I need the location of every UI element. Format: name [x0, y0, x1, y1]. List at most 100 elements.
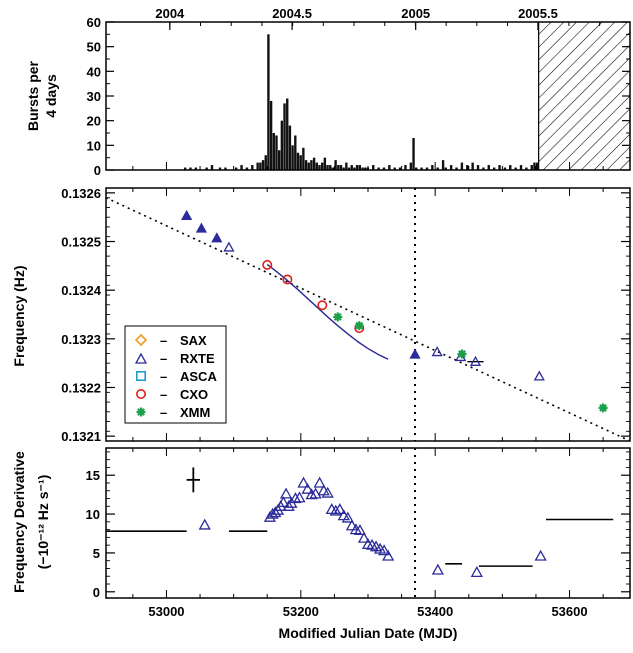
burst-bar — [353, 167, 356, 170]
bursts-y-tick-label: 10 — [87, 138, 101, 153]
burst-bar — [240, 165, 243, 170]
burst-bar — [444, 167, 447, 170]
burst-bar — [210, 165, 214, 170]
legend-sax-marker — [134, 333, 148, 347]
burst-bar — [194, 167, 198, 170]
burst-bar — [245, 167, 249, 170]
burst-bar — [312, 157, 316, 170]
derivative-y-label: Frequency Derivative — [11, 451, 27, 593]
derivative-y-tick-label: 10 — [86, 507, 100, 522]
burst-bar — [256, 162, 259, 170]
burst-bar — [409, 162, 413, 170]
burst-bar — [189, 167, 192, 170]
bursts-y-tick-label: 60 — [87, 15, 101, 30]
burst-bar — [329, 165, 332, 170]
burst-bar — [234, 167, 238, 170]
burst-bar — [460, 162, 464, 170]
rxte-point — [431, 346, 443, 357]
burst-bar — [441, 160, 445, 170]
cxo-point — [282, 274, 293, 285]
legend: – SAX– RXTE– ASCA– CXO– XMM — [124, 325, 227, 424]
asterisk-stroke — [137, 408, 145, 416]
derivative-point — [333, 503, 346, 515]
burst-bar — [525, 167, 528, 170]
burst-bar — [415, 167, 418, 170]
burst-bar — [342, 167, 345, 170]
derivative-cross — [186, 467, 201, 493]
burst-bar — [358, 165, 361, 170]
derivative-point — [357, 531, 371, 543]
burst-bar — [471, 162, 474, 170]
legend-dash: – — [160, 369, 167, 384]
asterisk-stroke — [333, 313, 342, 321]
bursts-x-minor-ticks — [132, 162, 604, 170]
frequency-solid-fit-line — [266, 263, 389, 360]
burst-bar — [345, 162, 348, 170]
legend-xmm-marker — [136, 407, 146, 417]
burst-bar — [261, 160, 265, 170]
burst-bar — [388, 165, 391, 170]
burst-bar — [361, 167, 364, 170]
xmm-point — [598, 403, 608, 413]
burst-bar — [302, 147, 305, 170]
burst-bar — [425, 167, 429, 170]
frequency-points — [181, 209, 608, 413]
burst-bar — [487, 165, 490, 170]
legend-rxte-marker — [134, 352, 148, 364]
derivative-segments — [106, 518, 614, 567]
derivative-point — [293, 491, 306, 503]
hatched-area — [538, 22, 630, 170]
burst-bar — [267, 34, 270, 171]
frequency-y-tick-label: 0.1324 — [61, 283, 102, 298]
burst-bar — [372, 165, 375, 170]
burst-bar — [347, 167, 351, 170]
bursts-y-tick-label: 50 — [87, 40, 101, 55]
bursts-y-label-line1: Bursts per — [25, 60, 41, 131]
frequency-dotted-fit-line — [106, 197, 630, 441]
burst-bar — [264, 155, 267, 170]
asterisk-stroke — [458, 349, 466, 358]
derivative-y-tick-label: 5 — [93, 546, 100, 561]
frequency-y-tick-label: 0.1325 — [61, 235, 101, 250]
burst-bar — [275, 135, 278, 170]
bursts-y-tick-label: 20 — [87, 114, 101, 129]
burst-bar — [509, 165, 512, 170]
legend-dash: – — [160, 333, 167, 348]
derivative-x-tick-label: 53200 — [283, 604, 319, 619]
burst-bar — [363, 167, 367, 170]
derivative-point — [321, 486, 334, 498]
derivative-y-tick-label: 0 — [93, 585, 100, 600]
burst-bar — [277, 150, 281, 170]
rxte-point — [211, 232, 223, 243]
derivative-plot-frame — [105, 447, 631, 599]
frequency-y-tick-label: 0.1322 — [61, 380, 101, 395]
burst-bar — [482, 167, 485, 170]
derivative-point — [297, 476, 310, 488]
asterisk-stroke — [355, 321, 364, 330]
burst-bar — [492, 167, 496, 170]
derivative-point — [378, 544, 391, 556]
bursts-y-tick-label: 40 — [87, 64, 101, 79]
derivative-point — [382, 549, 395, 561]
xmm-point — [457, 349, 467, 359]
burst-bar — [315, 162, 318, 170]
burst-bar — [334, 160, 337, 170]
derivative-point — [345, 519, 358, 531]
burst-bar — [307, 162, 310, 170]
derivative-point — [301, 482, 314, 494]
bursts-top-tick-label: 2005 — [401, 6, 430, 21]
burst-bar — [455, 167, 458, 170]
derivative-y-ticks: 0 5 10 15 — [86, 451, 630, 600]
burst-bar — [323, 157, 327, 170]
bursts-y-ticks: 0 10 20 30 40 50 60 — [87, 15, 630, 178]
derivative-point — [313, 476, 326, 488]
burst-bar — [326, 165, 329, 170]
rxte-point — [533, 370, 545, 381]
derivative-x-tick-label: 53600 — [551, 604, 587, 619]
legend-dash: – — [160, 351, 167, 366]
cxo-point — [262, 259, 273, 270]
burst-bar — [498, 165, 501, 170]
burst-bar — [331, 167, 335, 170]
legend-dash: – — [160, 387, 167, 402]
burst-bar — [286, 98, 289, 170]
